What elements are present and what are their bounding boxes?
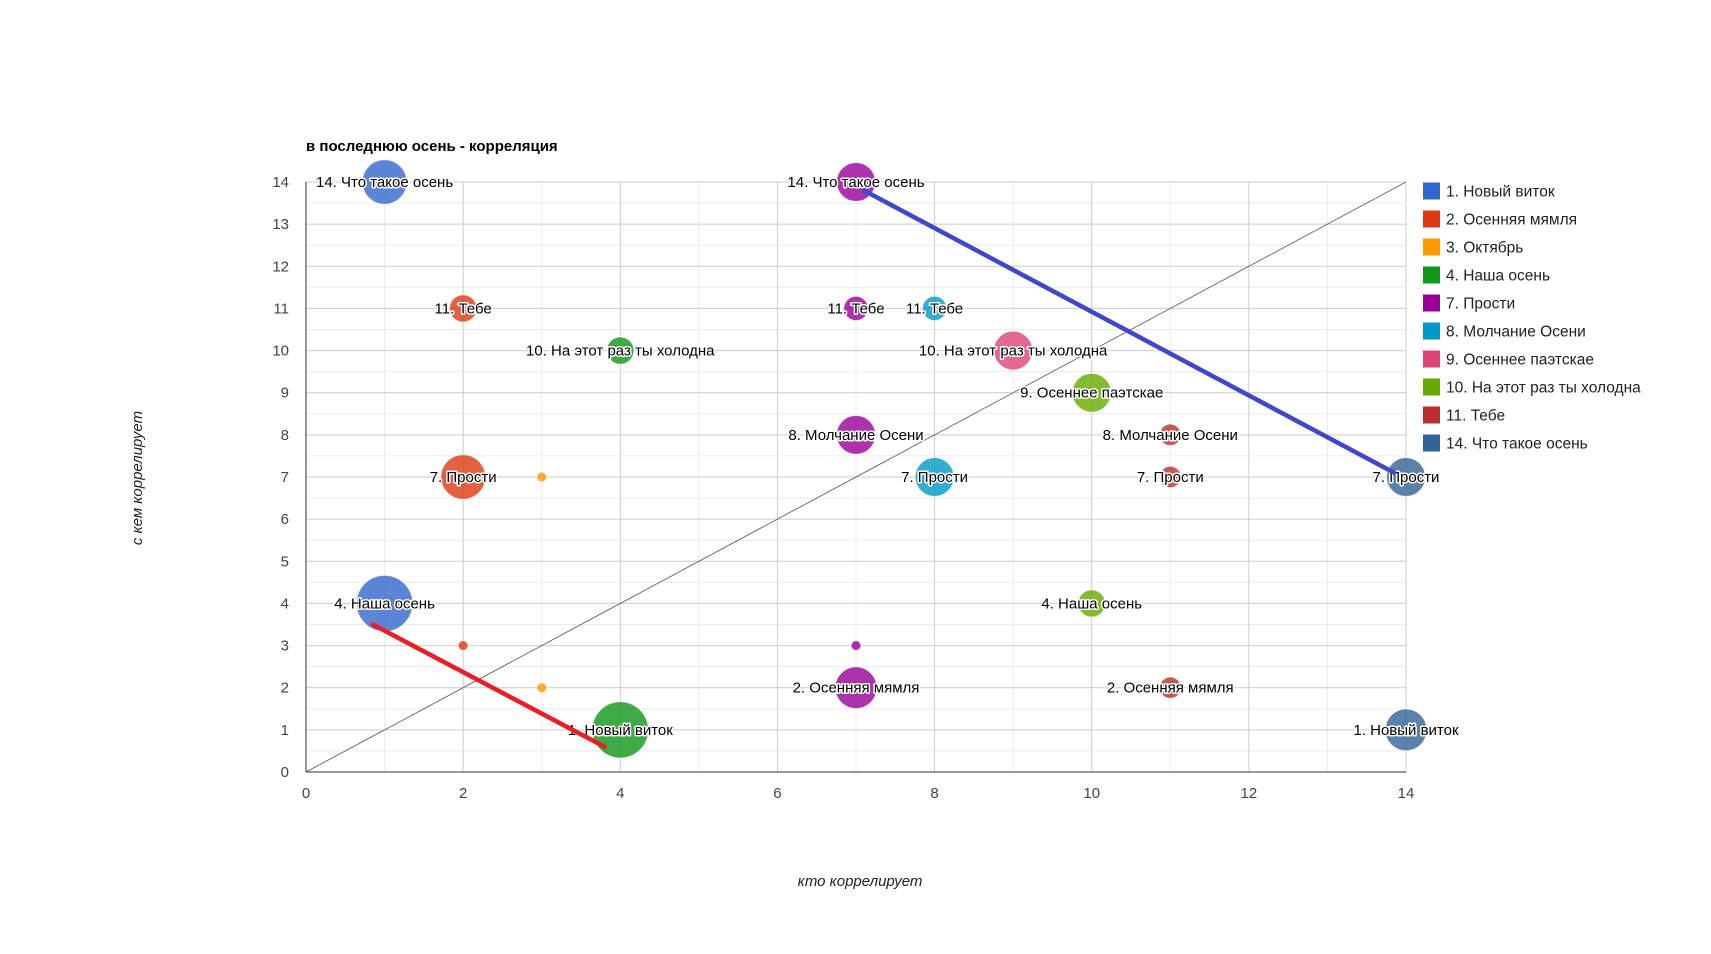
bubble-label: 1. Новый виток (1353, 722, 1459, 739)
bubble-label: 8. Молчание Осени (1103, 427, 1238, 444)
y-tick-label: 6 (281, 511, 289, 528)
bubble (1077, 589, 1106, 618)
y-tick-label: 7 (281, 469, 289, 486)
bubble-label: 1. Новый виток (568, 722, 674, 739)
legend-swatch (1423, 434, 1440, 452)
legend-swatch (1423, 350, 1440, 368)
bubble (457, 640, 469, 651)
legend-item-label: 9. Осеннее паэтскае (1446, 352, 1594, 369)
bubble-label: 8. Молчание Осени (788, 427, 923, 444)
bubble-label: 14. Что такое осень (316, 174, 453, 191)
chart-title: в последнюю осень - корреляция (306, 138, 558, 155)
legend: 1. Новый виток 2. Осенняя мямля 3. Октябрь… (1423, 182, 1641, 453)
legend-swatch (1423, 210, 1440, 228)
bubble-label: 11. Тебе (906, 300, 963, 317)
bubble-label: 7. Прости (430, 469, 497, 486)
bubble (440, 454, 486, 500)
legend-item-label: 7. Прости (1446, 296, 1515, 313)
legend-swatch (1423, 322, 1440, 340)
y-tick-label: 14 (272, 174, 289, 191)
legend-swatch (1423, 406, 1440, 424)
legend-swatch (1423, 182, 1440, 200)
legend-swatch (1423, 294, 1440, 312)
bubble-label: 4. Наша осень (334, 595, 435, 612)
y-tick-label: 2 (281, 680, 289, 697)
x-tick-label: 10 (1083, 785, 1100, 802)
bubble (914, 457, 955, 497)
y-tick-label: 1 (281, 722, 289, 739)
bubble-label: 7. Прости (901, 469, 968, 486)
bubble (850, 640, 862, 651)
x-tick-label: 6 (773, 785, 781, 802)
bubble (536, 471, 548, 483)
bubble (606, 336, 635, 365)
annotation-lines (370, 188, 1397, 749)
y-tick-label: 11 (273, 300, 289, 317)
bubble-label: 4. Наша осень (1041, 595, 1142, 612)
bubble (993, 330, 1034, 371)
bubble (591, 701, 649, 759)
bubble-label: 7. Прости (1373, 469, 1440, 486)
x-tick-label: 4 (616, 785, 624, 802)
x-axis-label: кто коррелирует (798, 873, 923, 890)
bubble (1159, 465, 1182, 489)
bubble (449, 294, 478, 323)
x-tick-label: 2 (459, 785, 467, 802)
x-tick-label: 12 (1241, 785, 1258, 802)
bubble (921, 295, 948, 322)
legend-item-label: 3. Октябрь (1446, 240, 1523, 257)
y-tick-label: 13 (272, 216, 289, 233)
bubble-label: 7. Прости (1137, 469, 1204, 486)
y-tick-label: 4 (281, 595, 289, 612)
legend-item-label: 14. Что такое осень (1446, 436, 1588, 453)
legend-item-label: 1. Новый виток (1446, 184, 1555, 201)
legend-item-label: 10. На этот раз ты холодна (1446, 380, 1641, 397)
bubble (1071, 372, 1112, 413)
bubble-label: 11. Тебе (827, 300, 884, 317)
bubble (1159, 676, 1182, 699)
legend-swatch (1423, 378, 1440, 396)
bubble-label: 10. На этот раз ты холодна (526, 343, 715, 360)
bubble (1384, 708, 1428, 752)
y-tick-label: 0 (281, 764, 289, 781)
bubble (836, 414, 876, 455)
legend-item-label: 8. Молчание Осени (1446, 324, 1586, 341)
y-tick-label: 5 (281, 553, 289, 570)
bubble (1386, 457, 1426, 497)
y-axis-label: с кем коррелирует (129, 411, 146, 545)
y-tick-label: 8 (281, 427, 289, 444)
bubble-label: 2. Осенняя мямля (793, 680, 920, 697)
legend-item-label: 2. Осенняя мямля (1446, 212, 1577, 229)
x-tick-label: 0 (302, 785, 310, 802)
y-tick-label: 10 (272, 343, 289, 360)
bubble-label: 2. Осенняя мямля (1107, 680, 1234, 697)
annotation-line (370, 622, 607, 749)
bubble (1159, 423, 1182, 447)
legend-item-label: 11. Тебе (1446, 408, 1505, 425)
bubbles: 14. Что такое осень 4. Наша осень 11. Тебе… (315, 159, 1460, 759)
grid (305, 181, 1407, 773)
legend-swatch (1423, 238, 1440, 256)
bubble-label: 9. Осеннее паэтскае (1020, 385, 1163, 402)
bubble-label: 14. Что такое осень (787, 174, 924, 191)
bubble (536, 682, 548, 694)
legend-swatch (1423, 266, 1440, 284)
annotation-line (861, 188, 1397, 476)
y-tick-label: 9 (281, 385, 289, 402)
bubble (361, 159, 408, 205)
y-tick-label: 3 (281, 638, 289, 655)
bubble-label: 11. Тебе (435, 300, 492, 317)
bubble-label: 10. На этот раз ты холодна (919, 343, 1108, 360)
x-tick-label: 8 (930, 785, 938, 802)
x-tick-label: 14 (1398, 785, 1415, 802)
bubble (834, 666, 878, 710)
bubble (843, 295, 869, 322)
diagonal-reference-line (305, 181, 1407, 773)
y-tick-label: 12 (272, 258, 289, 275)
legend-item-label: 4. Наша осень (1446, 268, 1550, 285)
